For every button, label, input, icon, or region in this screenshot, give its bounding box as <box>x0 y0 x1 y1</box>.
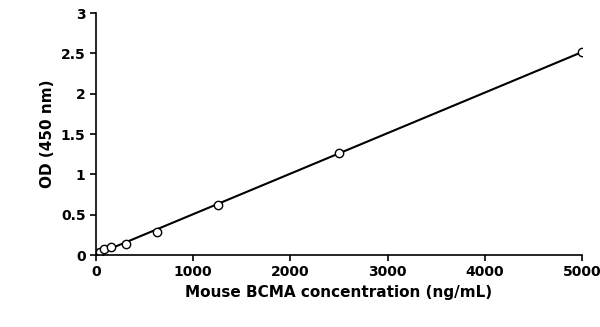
Point <box>106 244 116 250</box>
Y-axis label: OD (450 nm): OD (450 nm) <box>40 80 55 188</box>
Point <box>93 251 103 256</box>
Point <box>152 230 161 235</box>
Point <box>91 252 101 258</box>
Point <box>99 247 109 252</box>
Point <box>577 49 587 54</box>
Point <box>334 150 344 155</box>
Point <box>122 241 131 246</box>
Point <box>95 249 104 254</box>
X-axis label: Mouse BCMA concentration (ng/mL): Mouse BCMA concentration (ng/mL) <box>185 285 493 300</box>
Point <box>213 202 223 208</box>
